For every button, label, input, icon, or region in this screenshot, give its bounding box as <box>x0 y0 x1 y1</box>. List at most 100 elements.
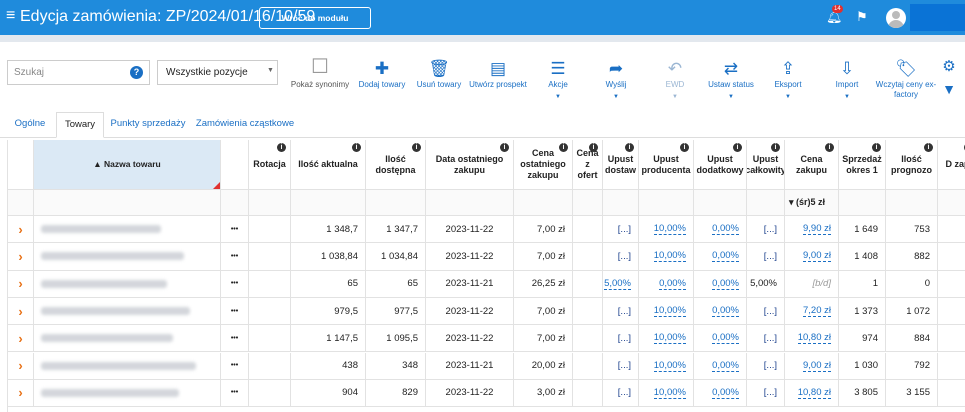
info-icon[interactable]: i <box>825 143 834 152</box>
filter-cell[interactable] <box>938 190 965 216</box>
row-menu[interactable]: ••• <box>221 243 249 271</box>
filter-value[interactable]: ▾ (śr)5 zł <box>789 197 826 207</box>
cell-value[interactable]: 10,80 zł <box>797 332 831 345</box>
info-icon[interactable]: i <box>872 143 881 152</box>
search-input[interactable]: Szukaj <box>7 60 150 85</box>
toolbar-icon[interactable]: 🏷︎ <box>895 59 917 78</box>
toolbar-button-label[interactable]: Utwórz prospekt <box>469 80 527 89</box>
info-icon[interactable]: i <box>733 143 742 152</box>
settings-icon[interactable]: ⚙ <box>942 58 956 75</box>
column-header[interactable]: Ilość prognozo i <box>886 140 938 190</box>
cell-value[interactable]: 9,00 zł <box>803 359 831 372</box>
row-expander[interactable]: › <box>8 352 34 380</box>
tab[interactable]: Ogólne <box>14 118 46 129</box>
row-expander[interactable]: › <box>8 216 34 244</box>
cell-value[interactable]: 7,20 zł <box>803 305 831 318</box>
menu-icon[interactable]: ≡ <box>6 7 16 24</box>
cell-value[interactable]: 10,00% <box>653 332 686 345</box>
column-header[interactable]: Cena zakupu i <box>785 140 839 190</box>
toolbar-button-label[interactable]: Import <box>835 80 859 89</box>
avatar[interactable] <box>886 8 906 28</box>
column-header[interactable]: Data ostatniego zakupu i <box>426 140 514 190</box>
user-block[interactable] <box>910 4 965 31</box>
cell-value[interactable]: 0,00% <box>712 277 739 290</box>
row-menu[interactable]: ••• <box>221 216 249 244</box>
toolbar-button-label[interactable]: EWD <box>665 80 685 89</box>
toolbar-icon[interactable]: ✚ <box>374 59 390 78</box>
info-icon[interactable]: i <box>412 143 421 152</box>
cell-value[interactable]: 10,00% <box>653 305 686 318</box>
filter-cell[interactable] <box>514 190 573 216</box>
row-menu[interactable]: ••• <box>221 379 249 408</box>
column-header[interactable]: Upust całkowity i <box>747 140 785 190</box>
cell-value[interactable]: 5,00% <box>604 277 631 290</box>
toolbar-button-label[interactable]: Pokaż synonimy <box>290 80 350 89</box>
cell-value[interactable]: 0,00% <box>712 359 739 372</box>
toolbar-icon[interactable]: ⇪ <box>780 59 796 78</box>
toolbar-icon[interactable]: ☰ <box>550 59 566 78</box>
cell-value[interactable]: 10,00% <box>653 250 686 263</box>
toolbar-icon[interactable]: ▤ <box>489 59 507 78</box>
row-expander[interactable]: › <box>8 270 34 298</box>
column-header[interactable]: Cena ostatniego zakupu i <box>514 140 573 190</box>
cell-value[interactable]: 10,80 zł <box>797 386 831 399</box>
tab[interactable]: Punkty sprzedaży <box>110 118 186 129</box>
row-expander[interactable]: › <box>8 243 34 271</box>
filter-cell[interactable] <box>603 190 639 216</box>
info-icon[interactable]: i <box>559 143 568 152</box>
tab[interactable]: Zamówienia cząstkowe <box>195 118 295 129</box>
toolbar-button-label[interactable]: Wyślij <box>605 80 627 89</box>
column-header[interactable]: Ilość dostępna i <box>366 140 426 190</box>
filter-icon[interactable]: ▼ <box>942 81 956 97</box>
info-icon[interactable]: i <box>277 143 286 152</box>
column-header[interactable]: Upust producenta i <box>639 140 694 190</box>
back-button[interactable]: Wróć do modułu Zamówienia <box>259 7 371 43</box>
cell-value[interactable]: 0,00% <box>712 332 739 345</box>
row-expander[interactable]: › <box>8 297 34 326</box>
cell-value[interactable]: 0,00% <box>712 305 739 318</box>
toolbar-icon[interactable]: 🗑︎ <box>428 59 450 78</box>
cell-value[interactable]: 9,00 zł <box>803 250 831 263</box>
info-icon[interactable]: i <box>352 143 361 152</box>
row-menu[interactable]: ••• <box>221 352 249 380</box>
tab[interactable]: Towary <box>56 112 104 138</box>
filter-cell[interactable] <box>747 190 785 216</box>
column-header[interactable]: Cena z ofert i <box>573 140 603 190</box>
row-menu[interactable]: ••• <box>221 325 249 353</box>
filter-cell[interactable] <box>886 190 938 216</box>
filter-cell[interactable] <box>366 190 426 216</box>
cell-value[interactable]: 10,00% <box>653 386 686 399</box>
toolbar-icon[interactable]: ↶ <box>667 59 683 78</box>
info-icon[interactable]: i <box>771 143 780 152</box>
filter-cell[interactable] <box>639 190 694 216</box>
cell-value[interactable]: 0,00% <box>659 277 686 290</box>
toolbar-icon[interactable]: ⇄ <box>723 59 739 78</box>
filter-cell[interactable] <box>426 190 514 216</box>
cell-value[interactable]: [b/d] <box>812 278 832 290</box>
cell-value[interactable]: 9,90 zł <box>803 223 831 236</box>
cell-value[interactable]: 0,00% <box>712 223 739 236</box>
column-header[interactable]: D zapi <box>938 140 965 190</box>
help-icon[interactable]: ? <box>130 66 143 79</box>
info-icon[interactable]: i <box>924 143 933 152</box>
info-icon[interactable]: i <box>500 143 509 152</box>
cell-value[interactable]: 0,00% <box>712 250 739 263</box>
toolbar-button-label[interactable]: Ustaw status <box>708 80 754 89</box>
cell-value[interactable]: 10,00% <box>653 359 686 372</box>
toolbar-icon[interactable]: ⇩ <box>839 59 855 78</box>
toolbar-icon[interactable]: ☐ <box>311 56 329 78</box>
info-icon[interactable]: i <box>625 143 634 152</box>
row-expander[interactable]: › <box>8 379 34 408</box>
filter-cell[interactable] <box>249 190 291 216</box>
flag-icon[interactable]: ⚑ <box>856 9 868 24</box>
cell-value[interactable]: 10,00% <box>653 223 686 236</box>
row-menu[interactable]: ••• <box>221 270 249 298</box>
row-menu[interactable]: ••• <box>221 297 249 326</box>
toolbar-button-label[interactable]: Eksport <box>774 80 802 89</box>
toolbar-button-label[interactable]: Dodaj towary <box>358 80 406 89</box>
cell-value[interactable]: 0,00% <box>712 386 739 399</box>
toolbar-button-label[interactable]: Wczytaj ceny ex-factory <box>875 80 937 99</box>
filter-select[interactable]: Wszystkie pozycje <box>157 60 278 85</box>
filter-cell[interactable] <box>839 190 886 216</box>
